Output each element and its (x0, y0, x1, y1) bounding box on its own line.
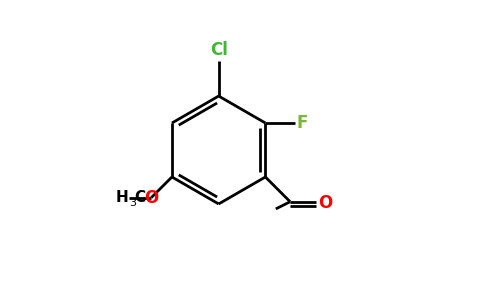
Text: F: F (297, 114, 308, 132)
Text: O: O (318, 194, 333, 212)
Text: O: O (144, 189, 158, 207)
Text: C: C (135, 190, 146, 205)
Text: Cl: Cl (210, 41, 227, 59)
Text: 3: 3 (129, 198, 136, 208)
Text: H: H (115, 190, 128, 205)
